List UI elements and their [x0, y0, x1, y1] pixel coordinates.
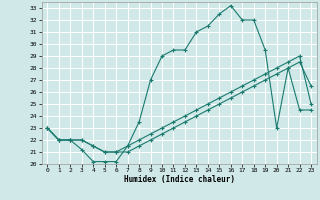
X-axis label: Humidex (Indice chaleur): Humidex (Indice chaleur)	[124, 175, 235, 184]
